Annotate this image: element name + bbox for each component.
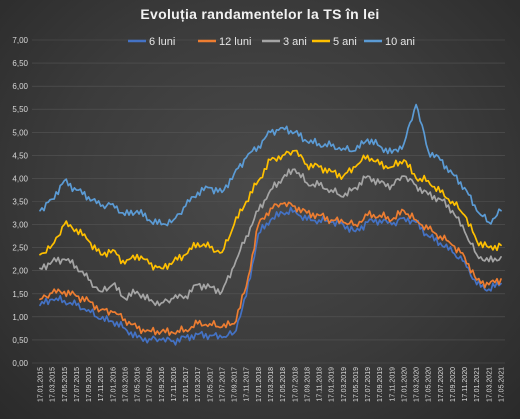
y-tick-label: 4,50 xyxy=(12,151,28,160)
legend-label-10-ani: 10 ani xyxy=(385,36,415,48)
x-tick-label: 17.01.2018 xyxy=(256,367,263,402)
legend-label-5-ani: 5 ani xyxy=(333,36,357,48)
legend-label-6-luni: 6 luni xyxy=(149,36,175,48)
legend-label-12-luni: 12 luni xyxy=(219,36,251,48)
x-tick-label: 17.09.2016 xyxy=(159,367,166,402)
x-tick-label: 17.11.2018 xyxy=(317,367,324,402)
series-line-12-luni xyxy=(39,201,502,336)
x-tick-label: 17.01.2017 xyxy=(183,367,190,402)
x-tick-label: 17.05.2018 xyxy=(280,367,287,402)
x-tick-label: 17.07.2015 xyxy=(74,367,81,402)
series-line-6-luni xyxy=(39,206,502,346)
x-tick-label: 17.05.2020 xyxy=(426,367,433,402)
x-tick-label: 17.07.2018 xyxy=(292,367,299,402)
x-tick-label: 17.01.2016 xyxy=(110,367,117,402)
y-tick-label: 5,00 xyxy=(12,128,28,137)
grid-layer xyxy=(32,39,505,364)
legend-label-3-ani: 3 ani xyxy=(283,36,307,48)
y-tick-label: 1,50 xyxy=(12,290,28,299)
x-tick-label: 17.07.2019 xyxy=(365,367,372,402)
x-tick-label: 17.01.2019 xyxy=(329,367,336,402)
x-tick-label: 17.03.2021 xyxy=(486,367,493,402)
x-tick-label: 17.05.2021 xyxy=(499,367,506,402)
y-axis: 0,00 0,50 1,00 1,50 2,00 2,50 3,00 3,50 4,00 4,50… xyxy=(12,36,28,368)
series-line-5-ani xyxy=(39,149,502,271)
x-tick-label: 17.05.2017 xyxy=(207,367,214,402)
y-tick-label: 4,00 xyxy=(12,174,28,183)
y-tick-label: 0,00 xyxy=(12,359,28,368)
y-tick-label: 7,00 xyxy=(12,36,28,45)
y-tick-label: 5,50 xyxy=(12,105,28,114)
series-layer xyxy=(39,103,502,346)
x-tick-label: 17.09.2020 xyxy=(450,367,457,402)
x-tick-label: 17.05.2016 xyxy=(135,367,142,402)
x-tick-label: 17.11.2020 xyxy=(462,367,469,402)
y-tick-label: 6,00 xyxy=(12,82,28,91)
y-tick-label: 2,50 xyxy=(12,244,28,253)
x-tick-label: 17.11.2015 xyxy=(98,367,105,402)
x-tick-label: 17.07.2017 xyxy=(219,367,226,402)
x-tick-label: 17.03.2019 xyxy=(341,367,348,402)
x-tick-label: 17.09.2018 xyxy=(304,367,311,402)
x-tick-label: 17.01.2021 xyxy=(474,367,481,402)
x-tick-label: 17.09.2015 xyxy=(86,367,93,402)
x-tick-label: 17.09.2017 xyxy=(232,367,239,402)
y-tick-label: 3,00 xyxy=(12,221,28,230)
x-tick-label: 17.03.2018 xyxy=(268,367,275,402)
legend: 6 luni 12 luni 3 ani 5 ani 10 ani xyxy=(128,36,415,48)
x-tick-label: 17.11.2016 xyxy=(171,367,178,402)
y-tick-label: 3,50 xyxy=(12,198,28,207)
y-tick-label: 1,00 xyxy=(12,313,28,322)
series-line-3-ani xyxy=(39,168,502,307)
x-tick-label: 17.03.2015 xyxy=(50,367,57,402)
x-tick-label: 17.11.2017 xyxy=(244,367,251,402)
series-line-10-ani xyxy=(39,103,502,227)
y-tick-label: 6,50 xyxy=(12,59,28,68)
x-tick-label: 17.05.2015 xyxy=(62,367,69,402)
x-tick-label: 17.01.2020 xyxy=(401,367,408,402)
y-tick-label: 0,50 xyxy=(12,336,28,345)
y-tick-label: 2,00 xyxy=(12,267,28,276)
x-tick-label: 17.01.2015 xyxy=(38,367,45,402)
x-tick-label: 17.09.2019 xyxy=(377,367,384,402)
x-tick-label: 17.03.2020 xyxy=(414,367,421,402)
x-tick-label: 17.07.2016 xyxy=(147,367,154,402)
chart-title: Evoluția randamentelor la TS în lei xyxy=(140,6,380,22)
x-tick-label: 17.03.2017 xyxy=(195,367,202,402)
x-axis: 17.01.2015 17.03.2015 17.05.2015 17.07.2015… xyxy=(38,367,506,402)
x-tick-label: 17.07.2020 xyxy=(438,367,445,402)
x-tick-label: 17.05.2019 xyxy=(353,367,360,402)
x-tick-label: 17.03.2016 xyxy=(122,367,129,402)
x-tick-label: 17.11.2019 xyxy=(389,367,396,402)
